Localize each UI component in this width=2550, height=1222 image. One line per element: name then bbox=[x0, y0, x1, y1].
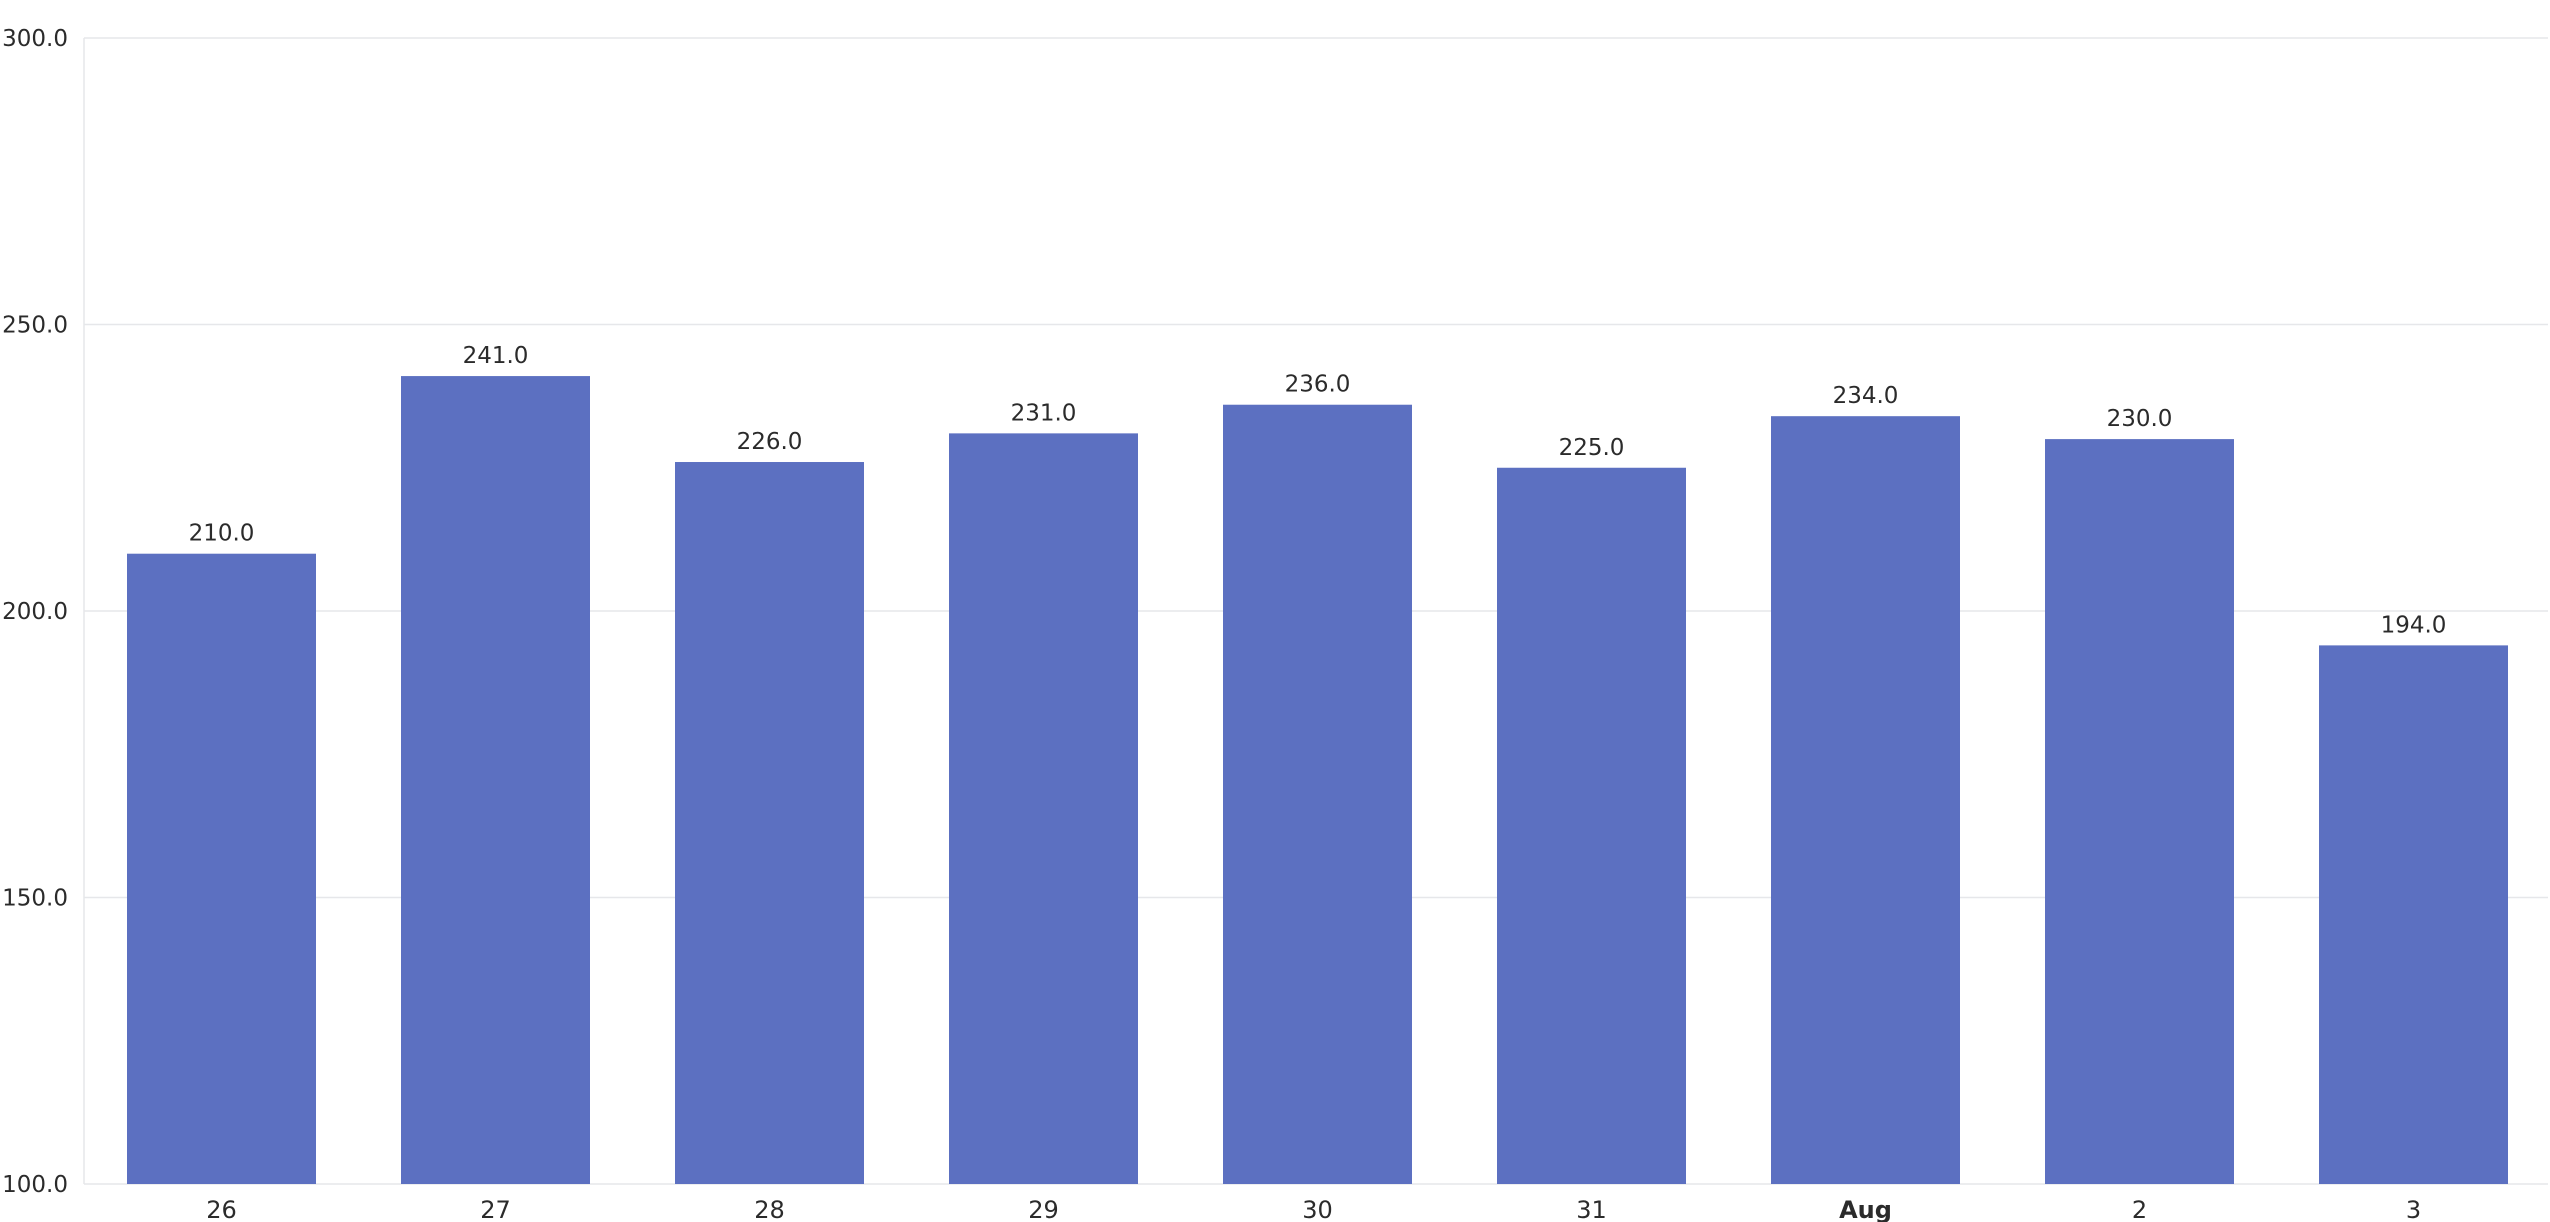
x-tick-label: 29 bbox=[1028, 1196, 1059, 1222]
bars bbox=[127, 376, 2508, 1185]
bar bbox=[949, 433, 1138, 1184]
x-tick-label: 2 bbox=[2132, 1196, 2147, 1222]
bar-value-label: 234.0 bbox=[1833, 383, 1899, 409]
bar bbox=[2319, 645, 2508, 1184]
bar bbox=[2045, 439, 2234, 1185]
data-labels: 210.0 241.0 226.0 231.0 236.0 225.0 234.0 230.0… bbox=[189, 343, 2447, 638]
bar bbox=[401, 376, 590, 1184]
x-tick-label: 30 bbox=[1302, 1196, 1333, 1222]
bar bbox=[1771, 416, 1960, 1184]
bar-value-label: 194.0 bbox=[2381, 612, 2447, 638]
bar-value-label: 231.0 bbox=[1011, 400, 1077, 426]
x-tick-label: Aug bbox=[1839, 1196, 1892, 1222]
bar-value-label: 226.0 bbox=[737, 429, 803, 455]
x-axis-ticks: 26 27 28 29 30 31 Aug 2 3 bbox=[206, 1196, 2421, 1222]
x-tick-label: 3 bbox=[2406, 1196, 2421, 1222]
bar-value-label: 210.0 bbox=[189, 521, 255, 547]
y-tick-label: 150.0 bbox=[2, 886, 68, 912]
y-tick-label: 200.0 bbox=[2, 599, 68, 625]
bar bbox=[127, 553, 316, 1184]
bar bbox=[675, 462, 864, 1184]
y-tick-label: 100.0 bbox=[2, 1172, 68, 1198]
y-tick-label: 250.0 bbox=[2, 313, 68, 339]
bar bbox=[1497, 467, 1686, 1184]
y-axis-ticks: 100.0 150.0 200.0 250.0 300.0 bbox=[2, 26, 68, 1198]
x-tick-label: 28 bbox=[754, 1196, 785, 1222]
bar-value-label: 225.0 bbox=[1559, 435, 1625, 461]
y-tick-label: 300.0 bbox=[2, 26, 68, 52]
bar-value-label: 230.0 bbox=[2107, 406, 2173, 432]
x-tick-label: 27 bbox=[480, 1196, 511, 1222]
x-tick-label: 31 bbox=[1576, 1196, 1607, 1222]
bar-value-label: 236.0 bbox=[1285, 372, 1351, 398]
bar bbox=[1223, 404, 1412, 1185]
x-tick-label: 26 bbox=[206, 1196, 237, 1222]
bar-value-label: 241.0 bbox=[463, 343, 529, 369]
